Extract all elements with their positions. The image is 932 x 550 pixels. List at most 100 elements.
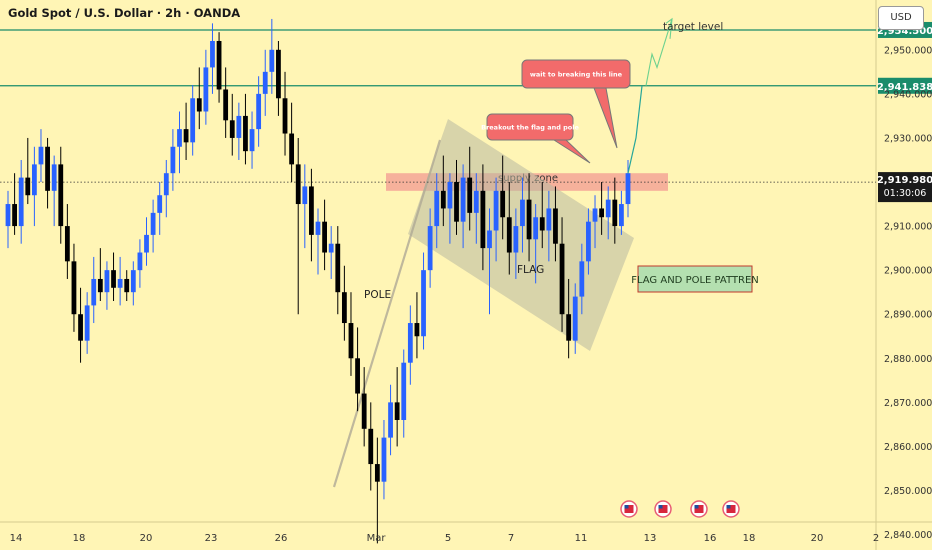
candle-body-61[interactable] (407, 323, 413, 363)
x-tick-label-1: 18 (73, 533, 86, 544)
event-flag-stripes-3 (726, 505, 736, 513)
candle-body-69[interactable] (460, 177, 466, 222)
candle-body-9[interactable] (64, 226, 70, 262)
candle-body-53[interactable] (355, 358, 360, 394)
candle-body-41[interactable] (276, 49, 281, 99)
candle-body-55[interactable] (368, 428, 374, 465)
candle-body-58[interactable] (388, 402, 393, 438)
candle-body-71[interactable] (473, 190, 479, 213)
candle-body-86[interactable] (572, 296, 578, 341)
candle-body-89[interactable] (592, 208, 598, 222)
candle-body-90[interactable] (599, 208, 605, 218)
candle-body-20[interactable] (137, 252, 143, 271)
candle-body-45[interactable] (302, 186, 308, 205)
candle-body-83[interactable] (553, 208, 558, 244)
candle-body-77[interactable] (513, 226, 519, 253)
candle-body-11[interactable] (78, 314, 83, 341)
candle-body-52[interactable] (348, 323, 354, 359)
candle-body-37[interactable] (249, 129, 255, 152)
candle-body-38[interactable] (256, 93, 262, 130)
candle-body-59[interactable] (394, 402, 400, 420)
candle-body-46[interactable] (309, 186, 314, 235)
candle-body-6[interactable] (45, 146, 50, 191)
candle-body-79[interactable] (526, 199, 532, 240)
candle-body-17[interactable] (117, 278, 123, 288)
candle-body-81[interactable] (539, 217, 545, 231)
candle-body-4[interactable] (31, 164, 37, 196)
candle-body-14[interactable] (97, 278, 103, 293)
candle-body-51[interactable] (341, 292, 347, 324)
candle-body-32[interactable] (216, 40, 222, 90)
candle-body-15[interactable] (104, 270, 110, 293)
y-tick-label-11: 2,840.000 (884, 530, 932, 541)
candle-body-30[interactable] (203, 67, 209, 112)
candle-body-73[interactable] (487, 230, 492, 249)
candle-body-12[interactable] (84, 305, 90, 341)
candle-body-91[interactable] (605, 199, 611, 218)
currency-button[interactable]: USD (878, 6, 924, 30)
candle-body-24[interactable] (163, 173, 169, 196)
candle-body-78[interactable] (520, 199, 525, 227)
candle-body-60[interactable] (401, 362, 407, 420)
candle-body-43[interactable] (289, 133, 295, 165)
candle-body-23[interactable] (157, 195, 163, 213)
candle-body-67[interactable] (447, 182, 453, 209)
candle-body-27[interactable] (183, 129, 189, 143)
candle-body-54[interactable] (361, 393, 367, 429)
candle-body-3[interactable] (25, 177, 31, 196)
candle-body-84[interactable] (559, 243, 565, 315)
candle-body-88[interactable] (586, 221, 591, 262)
candle-body-34[interactable] (229, 120, 235, 138)
candle-body-29[interactable] (196, 98, 202, 112)
candle-body-13[interactable] (91, 278, 97, 306)
candle-body-7[interactable] (51, 164, 57, 191)
candle-body-33[interactable] (223, 89, 229, 121)
candle-body-74[interactable] (493, 190, 499, 231)
candle-body-16[interactable] (111, 270, 116, 288)
candle-body-28[interactable] (190, 98, 196, 143)
candle-body-21[interactable] (144, 234, 149, 253)
candle-body-50[interactable] (335, 243, 341, 293)
candle-body-66[interactable] (440, 190, 446, 209)
candle-body-22[interactable] (150, 212, 156, 235)
candle-body-5[interactable] (38, 146, 44, 165)
candle-body-57[interactable] (381, 437, 387, 482)
candle-body-87[interactable] (579, 261, 585, 297)
candle-body-65[interactable] (434, 190, 440, 227)
candle-body-68[interactable] (454, 182, 459, 222)
candle-body-26[interactable] (177, 129, 182, 147)
candle-body-49[interactable] (328, 243, 334, 253)
candle-body-42[interactable] (282, 98, 288, 134)
candle-body-70[interactable] (467, 177, 473, 213)
candle-body-19[interactable] (130, 270, 136, 293)
candle-body-39[interactable] (262, 71, 268, 94)
candle-body-72[interactable] (480, 190, 486, 249)
candle-body-31[interactable] (210, 40, 215, 68)
candle-body-8[interactable] (58, 164, 64, 227)
candle-body-85[interactable] (566, 314, 572, 341)
candle-body-44[interactable] (295, 164, 301, 205)
candle-body-63[interactable] (421, 270, 426, 337)
candle-body-93[interactable] (619, 204, 624, 227)
candle-body-62[interactable] (414, 323, 420, 337)
candle-body-18[interactable] (124, 278, 130, 293)
candle-body-64[interactable] (427, 226, 433, 271)
candle-body-1[interactable] (12, 204, 17, 227)
candle-body-47[interactable] (315, 221, 321, 235)
candle-body-25[interactable] (170, 146, 176, 174)
candle-body-76[interactable] (506, 217, 512, 253)
candle-body-2[interactable] (18, 177, 24, 227)
candle-body-92[interactable] (612, 199, 618, 227)
candle-body-35[interactable] (236, 115, 242, 138)
candle-body-36[interactable] (243, 115, 248, 152)
candle-body-40[interactable] (269, 49, 275, 72)
candle-body-10[interactable] (71, 261, 77, 315)
candle-body-82[interactable] (546, 208, 552, 231)
candle-body-0[interactable] (5, 204, 11, 227)
candle-body-56[interactable] (374, 464, 380, 482)
candle-body-75[interactable] (500, 190, 506, 218)
candle-body-94[interactable] (625, 173, 631, 205)
candle-body-80[interactable] (533, 217, 539, 240)
candle-body-48[interactable] (322, 221, 327, 253)
